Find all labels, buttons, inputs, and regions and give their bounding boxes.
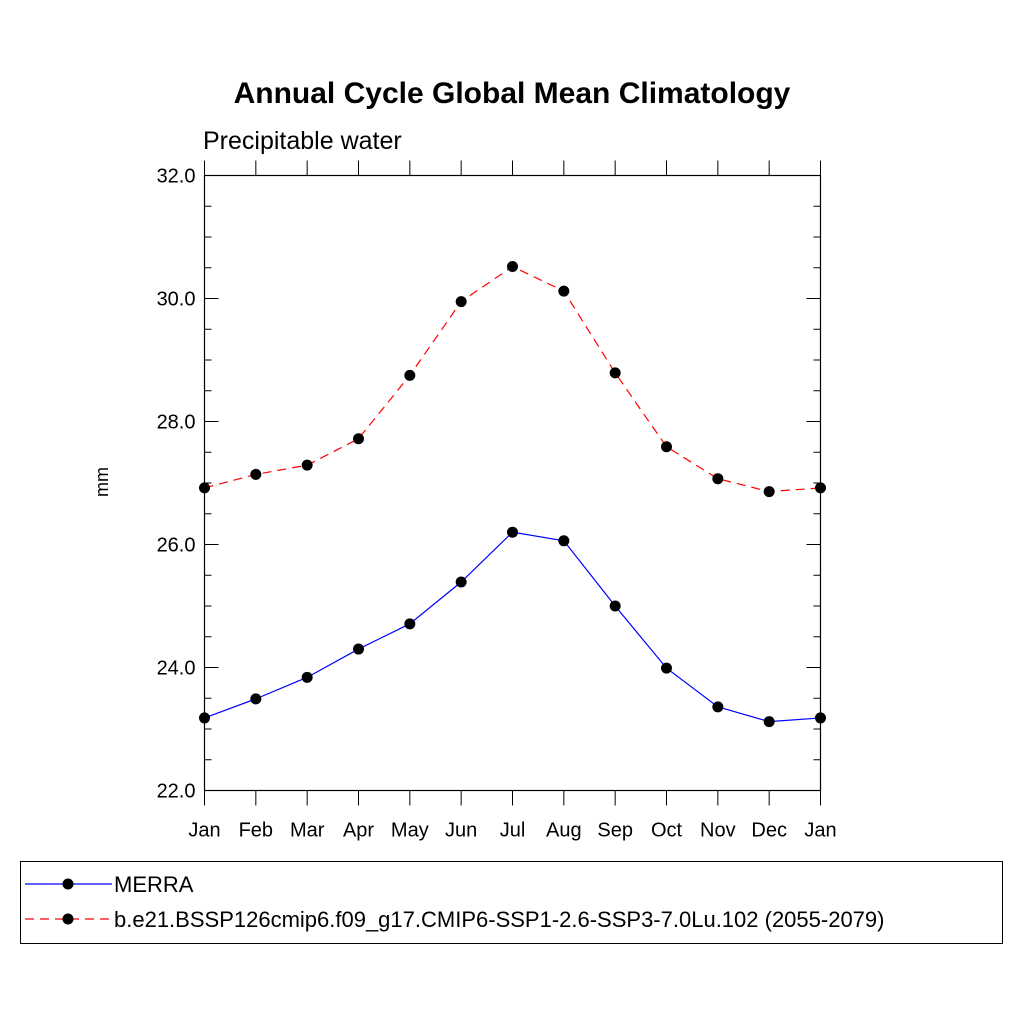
- x-tick-label: Jan: [804, 820, 836, 842]
- x-tick-label: May: [391, 820, 429, 842]
- y-tick-label: 26.0: [157, 535, 196, 557]
- data-point: [250, 468, 262, 480]
- data-point: [712, 701, 724, 713]
- data-point: [609, 367, 621, 379]
- x-tick-label: Jul: [500, 820, 526, 842]
- data-point: [455, 576, 467, 588]
- data-point: [404, 369, 416, 381]
- y-tick-label: 24.0: [157, 658, 196, 680]
- x-tick-label: Mar: [290, 820, 325, 842]
- x-tick-label: Aug: [546, 820, 582, 842]
- series-0: [199, 526, 826, 728]
- data-point: [661, 662, 672, 674]
- data-point: [353, 433, 364, 445]
- legend-marker-model: [62, 913, 74, 925]
- data-point: [404, 618, 416, 630]
- data-point: [507, 261, 518, 273]
- data-point: [301, 671, 313, 683]
- data-point: [507, 526, 518, 538]
- y-tick-label: 32.0: [157, 166, 196, 188]
- plot-frame: [203, 174, 822, 792]
- data-point: [558, 285, 570, 297]
- x-tick-label: Nov: [700, 820, 736, 842]
- data-point: [763, 716, 775, 728]
- data-point: [609, 600, 621, 612]
- x-tick-label: Jun: [445, 820, 477, 842]
- data-point: [353, 643, 364, 655]
- series-layer: [199, 261, 826, 728]
- x-tick-label: Jan: [188, 820, 220, 842]
- legend-label-merra: MERRA: [114, 872, 194, 897]
- chart-title: Annual Cycle Global Mean Climatology: [234, 77, 791, 110]
- data-point: [301, 459, 313, 471]
- data-point: [250, 693, 262, 705]
- data-point: [455, 296, 467, 308]
- series-line: [204, 265, 821, 493]
- y-axis-label: mm: [92, 467, 112, 497]
- data-point: [712, 473, 724, 485]
- data-point: [763, 486, 775, 498]
- x-tick-label: Dec: [751, 820, 787, 842]
- axes: 22.0 24.0 26.0 28.0 30.0 32.0 Jan Feb Mar Apr May J…: [157, 160, 837, 842]
- x-tick-label: Oct: [651, 820, 683, 842]
- legend-box: [20, 861, 1003, 944]
- y-tick-label: 22.0: [157, 781, 196, 803]
- data-point: [661, 441, 672, 453]
- legend-label-model: b.e21.BSSP126cmip6.f09_g17.CMIP6-SSP1-2.…: [114, 907, 884, 932]
- y-tick-label: 28.0: [157, 412, 196, 434]
- series-line: [204, 531, 821, 723]
- legend-entry-merra: MERRA: [25, 872, 194, 897]
- x-tick-label: Sep: [597, 820, 633, 842]
- x-tick-label: Feb: [239, 820, 273, 842]
- series-1: [199, 261, 826, 498]
- x-tick-label: Apr: [343, 820, 374, 842]
- legend-entry-model: b.e21.BSSP126cmip6.f09_g17.CMIP6-SSP1-2.…: [25, 907, 884, 932]
- chart-subtitle: Precipitable water: [203, 127, 402, 155]
- legend: MERRA b.e21.BSSP126cmip6.f09_g17.CMIP6-S…: [20, 861, 1003, 944]
- data-point: [558, 535, 570, 547]
- legend-marker-merra: [62, 878, 74, 890]
- y-tick-label: 30.0: [157, 289, 196, 311]
